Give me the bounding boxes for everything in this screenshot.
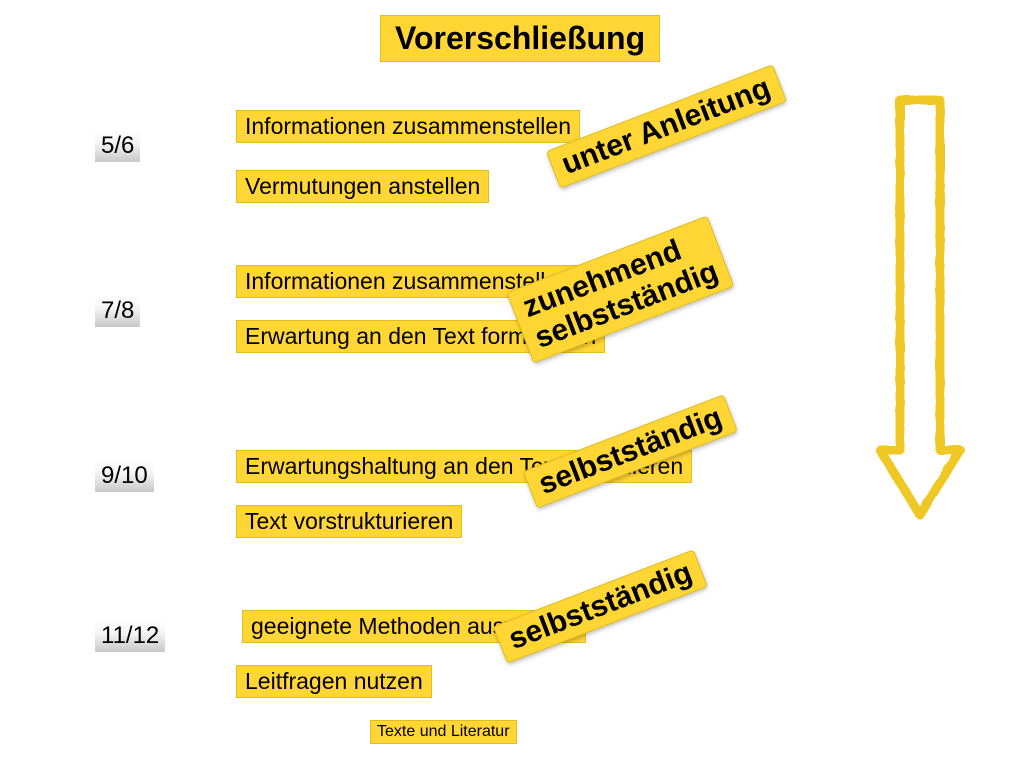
annotation-overlay: unter Anleitung — [546, 64, 787, 188]
grade-label: 7/8 — [95, 295, 140, 327]
content-item: Text vorstrukturieren — [236, 505, 462, 538]
footer-label: Texte und Literatur — [370, 720, 517, 744]
grade-label: 11/12 — [95, 620, 165, 652]
annotation-overlay: selbstständig — [493, 549, 708, 664]
content-item: Leitfragen nutzen — [236, 665, 432, 698]
down-arrow-icon — [875, 95, 965, 525]
page-title: Vorerschließung — [380, 15, 660, 62]
content-item: Vermutungen anstellen — [236, 170, 489, 203]
annotation-overlay: zunehmendselbstständig — [506, 215, 734, 363]
grade-label: 9/10 — [95, 460, 154, 492]
content-item: Informationen zusammenstellen — [236, 110, 580, 143]
grade-label: 5/6 — [95, 130, 140, 162]
